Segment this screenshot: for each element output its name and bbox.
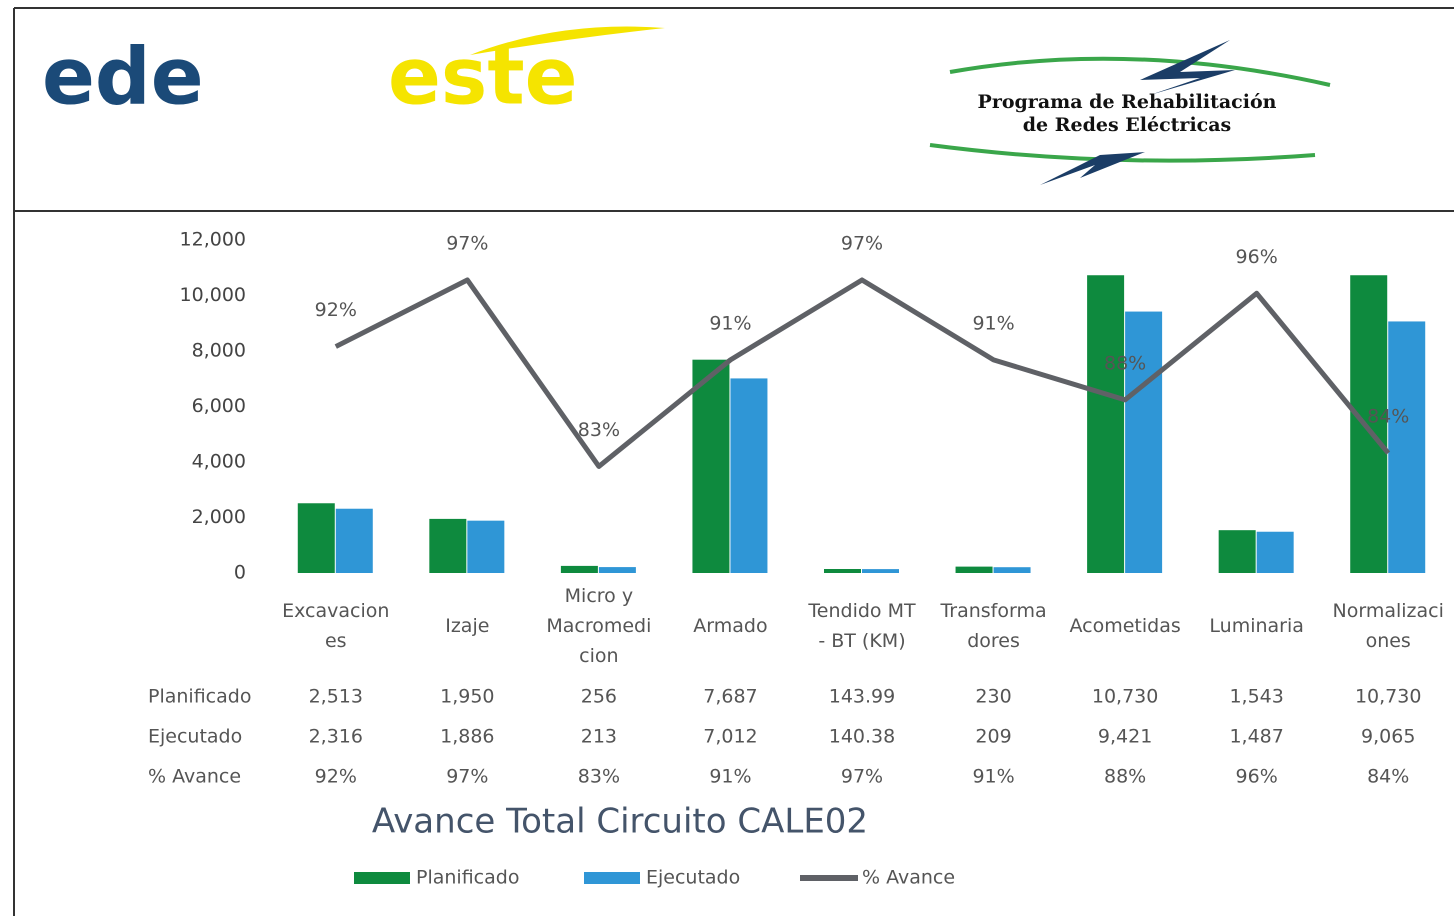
x-tick-label: Izaje [445, 615, 490, 637]
table-cell: 7,687 [703, 686, 757, 708]
bar [862, 569, 899, 573]
table-cell: 97% [446, 766, 488, 788]
table-cell: 143.99 [829, 686, 895, 708]
table-cell: 256 [581, 686, 617, 708]
program-title: Programa de Rehabilitación [978, 91, 1277, 113]
bar [692, 359, 730, 573]
y-tick-label: 8,000 [192, 340, 246, 362]
table-cell: 10,730 [1092, 686, 1158, 708]
legend-swatch [584, 872, 640, 884]
data-label: 97% [841, 232, 883, 254]
table-cell: 213 [581, 726, 617, 748]
table-cell: 84% [1367, 766, 1409, 788]
table-cell: 1,950 [440, 686, 494, 708]
program-swoosh [949, 56, 1331, 87]
bar [598, 567, 636, 573]
logo-left: ede [42, 32, 204, 122]
bar [297, 503, 335, 573]
bar [993, 567, 1031, 573]
data-label: 97% [446, 232, 488, 254]
table-cell: 140.38 [829, 726, 895, 748]
table-cell: 2,513 [309, 686, 363, 708]
data-label: 88% [1104, 352, 1146, 374]
table-cell: 91% [709, 766, 751, 788]
program-title: de Redes Eléctricas [1023, 114, 1232, 136]
bar [1388, 321, 1426, 573]
bar [1087, 275, 1125, 573]
x-tick-label: Acometidas [1069, 615, 1181, 637]
table-cell: 10,730 [1355, 686, 1421, 708]
bar [824, 569, 861, 573]
bar [560, 565, 598, 573]
logo-swoosh [470, 26, 665, 55]
x-tick-label: Tendido MT - BT (KM) [808, 600, 916, 652]
logo-right: este [388, 32, 578, 122]
legend-label: Planificado [416, 867, 519, 889]
table-cell: 91% [972, 766, 1014, 788]
legend-label: Ejecutado [646, 867, 740, 889]
data-label: 92% [315, 299, 357, 321]
table-cell: 9,421 [1098, 726, 1152, 748]
table-cell: 97% [841, 766, 883, 788]
table-cell: 209 [975, 726, 1011, 748]
legend-swatch [354, 872, 410, 884]
table-cell: 96% [1236, 766, 1278, 788]
x-tick-label: Armado [693, 615, 768, 637]
x-tick-label: Luminaria [1209, 615, 1304, 637]
data-label: 84% [1367, 406, 1409, 428]
data-label: 91% [972, 312, 1014, 334]
bar [467, 520, 505, 573]
data-label: 91% [709, 312, 751, 334]
y-tick-label: 6,000 [192, 395, 246, 417]
table-cell: 9,065 [1361, 726, 1415, 748]
bar [1125, 311, 1163, 573]
bar [1256, 531, 1294, 573]
bar [1218, 530, 1256, 573]
table-cell: 1,543 [1229, 686, 1283, 708]
table-cell: 1,886 [440, 726, 494, 748]
x-tick-label: Micro y Macromedicion [546, 585, 652, 667]
y-tick-label: 0 [234, 562, 246, 584]
table-cell: 83% [578, 766, 620, 788]
table-row-label: Planificado [148, 686, 251, 708]
y-tick-label: 12,000 [180, 229, 246, 251]
line [334, 277, 1391, 469]
table-cell: 7,012 [703, 726, 757, 748]
table-row-label: Ejecutado [148, 726, 242, 748]
y-tick-label: 2,000 [192, 506, 246, 528]
table-cell: 88% [1104, 766, 1146, 788]
y-tick-label: 10,000 [180, 284, 246, 306]
table-cell: 92% [315, 766, 357, 788]
table-row-label: % Avance [148, 766, 241, 788]
legend-label: % Avance [862, 867, 955, 889]
bar [1350, 275, 1388, 573]
bolt-icon [1040, 135, 1145, 185]
table-cell: 1,487 [1229, 726, 1283, 748]
x-tick-label: Excavaciones [282, 600, 390, 652]
table-cell: 230 [975, 686, 1011, 708]
bar [429, 518, 467, 573]
x-tick-label: Normalizaciones [1332, 600, 1444, 652]
bar [335, 508, 373, 573]
x-tick-label: Transformadores [940, 600, 1047, 652]
bar [730, 378, 768, 573]
chart-title: Avance Total Circuito CALE02 [372, 802, 868, 842]
y-tick-label: 4,000 [192, 451, 246, 473]
data-label: 83% [578, 419, 620, 441]
table-cell: 2,316 [309, 726, 363, 748]
data-label: 96% [1236, 246, 1278, 268]
bar [955, 566, 993, 573]
